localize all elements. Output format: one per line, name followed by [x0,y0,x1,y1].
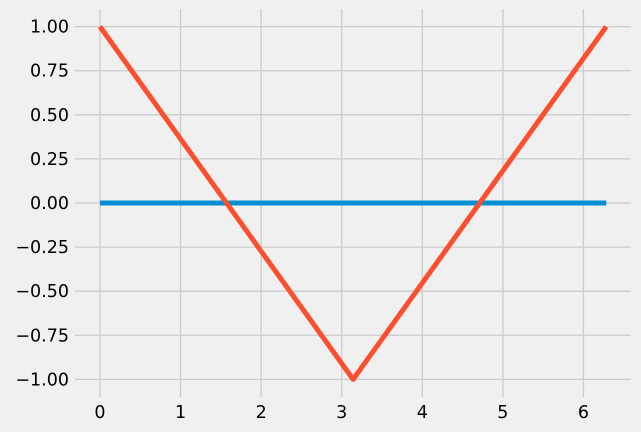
y-tick-label: 0.25 [30,150,69,170]
y-tick-label: 0.50 [30,106,69,126]
x-tick-label: 0 [94,403,105,423]
y-tick-label: −0.25 [15,238,69,258]
y-axis-ticks: 1.00 0.75 0.50 0.25 0.00 −0.25 −0.50 −0.75 −1.00 [15,18,69,391]
x-tick-label: 6 [578,403,589,423]
y-tick-label: −0.50 [15,282,69,302]
series-group [97,25,609,382]
y-tick-label: 0.00 [30,194,69,214]
series-line-2 [97,25,609,382]
x-tick-label: 5 [497,403,508,423]
x-tick-label: 1 [175,403,186,423]
x-tick-label: 2 [256,403,267,423]
y-tick-label: −1.00 [15,370,69,390]
y-tick-label: −0.75 [15,326,69,346]
y-tick-label: 0.75 [30,62,69,82]
x-tick-label: 4 [417,403,428,423]
y-tick-label: 1.00 [30,18,69,38]
x-axis-ticks: 0 1 2 3 4 5 6 [94,403,589,423]
x-tick-label: 3 [336,403,347,423]
